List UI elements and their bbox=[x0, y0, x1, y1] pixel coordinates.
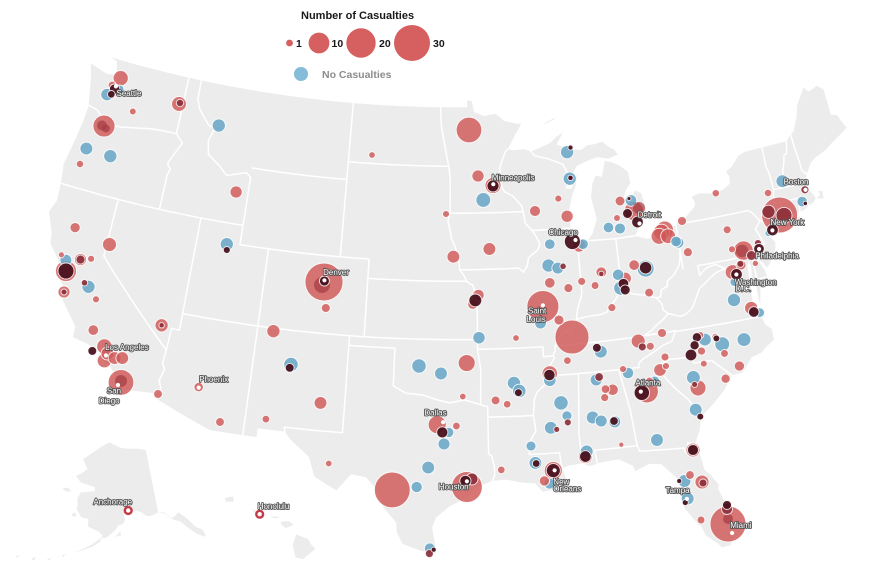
svg-text:Phoenix: Phoenix bbox=[199, 375, 228, 384]
svg-text:Detroit: Detroit bbox=[638, 210, 662, 219]
svg-text:San: San bbox=[107, 387, 121, 396]
svg-text:Saint: Saint bbox=[528, 307, 547, 316]
svg-text:Boston: Boston bbox=[784, 177, 809, 186]
svg-text:Tampa: Tampa bbox=[666, 486, 691, 495]
svg-text:Philadelphia: Philadelphia bbox=[755, 252, 799, 261]
svg-text:Atlanta: Atlanta bbox=[635, 378, 660, 387]
svg-text:Number of Casualties: Number of Casualties bbox=[301, 10, 414, 22]
svg-text:Dallas: Dallas bbox=[424, 409, 446, 418]
svg-text:10: 10 bbox=[332, 38, 344, 50]
svg-text:Seattle: Seattle bbox=[117, 89, 142, 98]
svg-text:Denver: Denver bbox=[323, 268, 349, 277]
svg-text:Minneapolis: Minneapolis bbox=[492, 173, 535, 182]
svg-text:30: 30 bbox=[433, 38, 445, 50]
svg-text:Diego: Diego bbox=[99, 396, 120, 405]
svg-text:D.C.: D.C. bbox=[735, 284, 751, 293]
svg-text:Miami: Miami bbox=[730, 521, 752, 530]
svg-text:Anchorage: Anchorage bbox=[93, 497, 132, 506]
svg-text:20: 20 bbox=[379, 38, 391, 50]
svg-text:Louis: Louis bbox=[527, 315, 546, 324]
svg-text:Houston: Houston bbox=[439, 483, 469, 492]
svg-text:No Casualties: No Casualties bbox=[322, 69, 392, 81]
svg-text:Chicago: Chicago bbox=[549, 228, 579, 237]
svg-text:Honolulu: Honolulu bbox=[258, 502, 290, 511]
svg-text:Orleans: Orleans bbox=[553, 484, 581, 493]
svg-text:Washington: Washington bbox=[735, 278, 777, 287]
svg-text:New York: New York bbox=[771, 218, 806, 227]
svg-text:Los Angeles: Los Angeles bbox=[105, 343, 149, 352]
svg-text:1: 1 bbox=[296, 38, 302, 50]
svg-text:New: New bbox=[553, 477, 569, 486]
